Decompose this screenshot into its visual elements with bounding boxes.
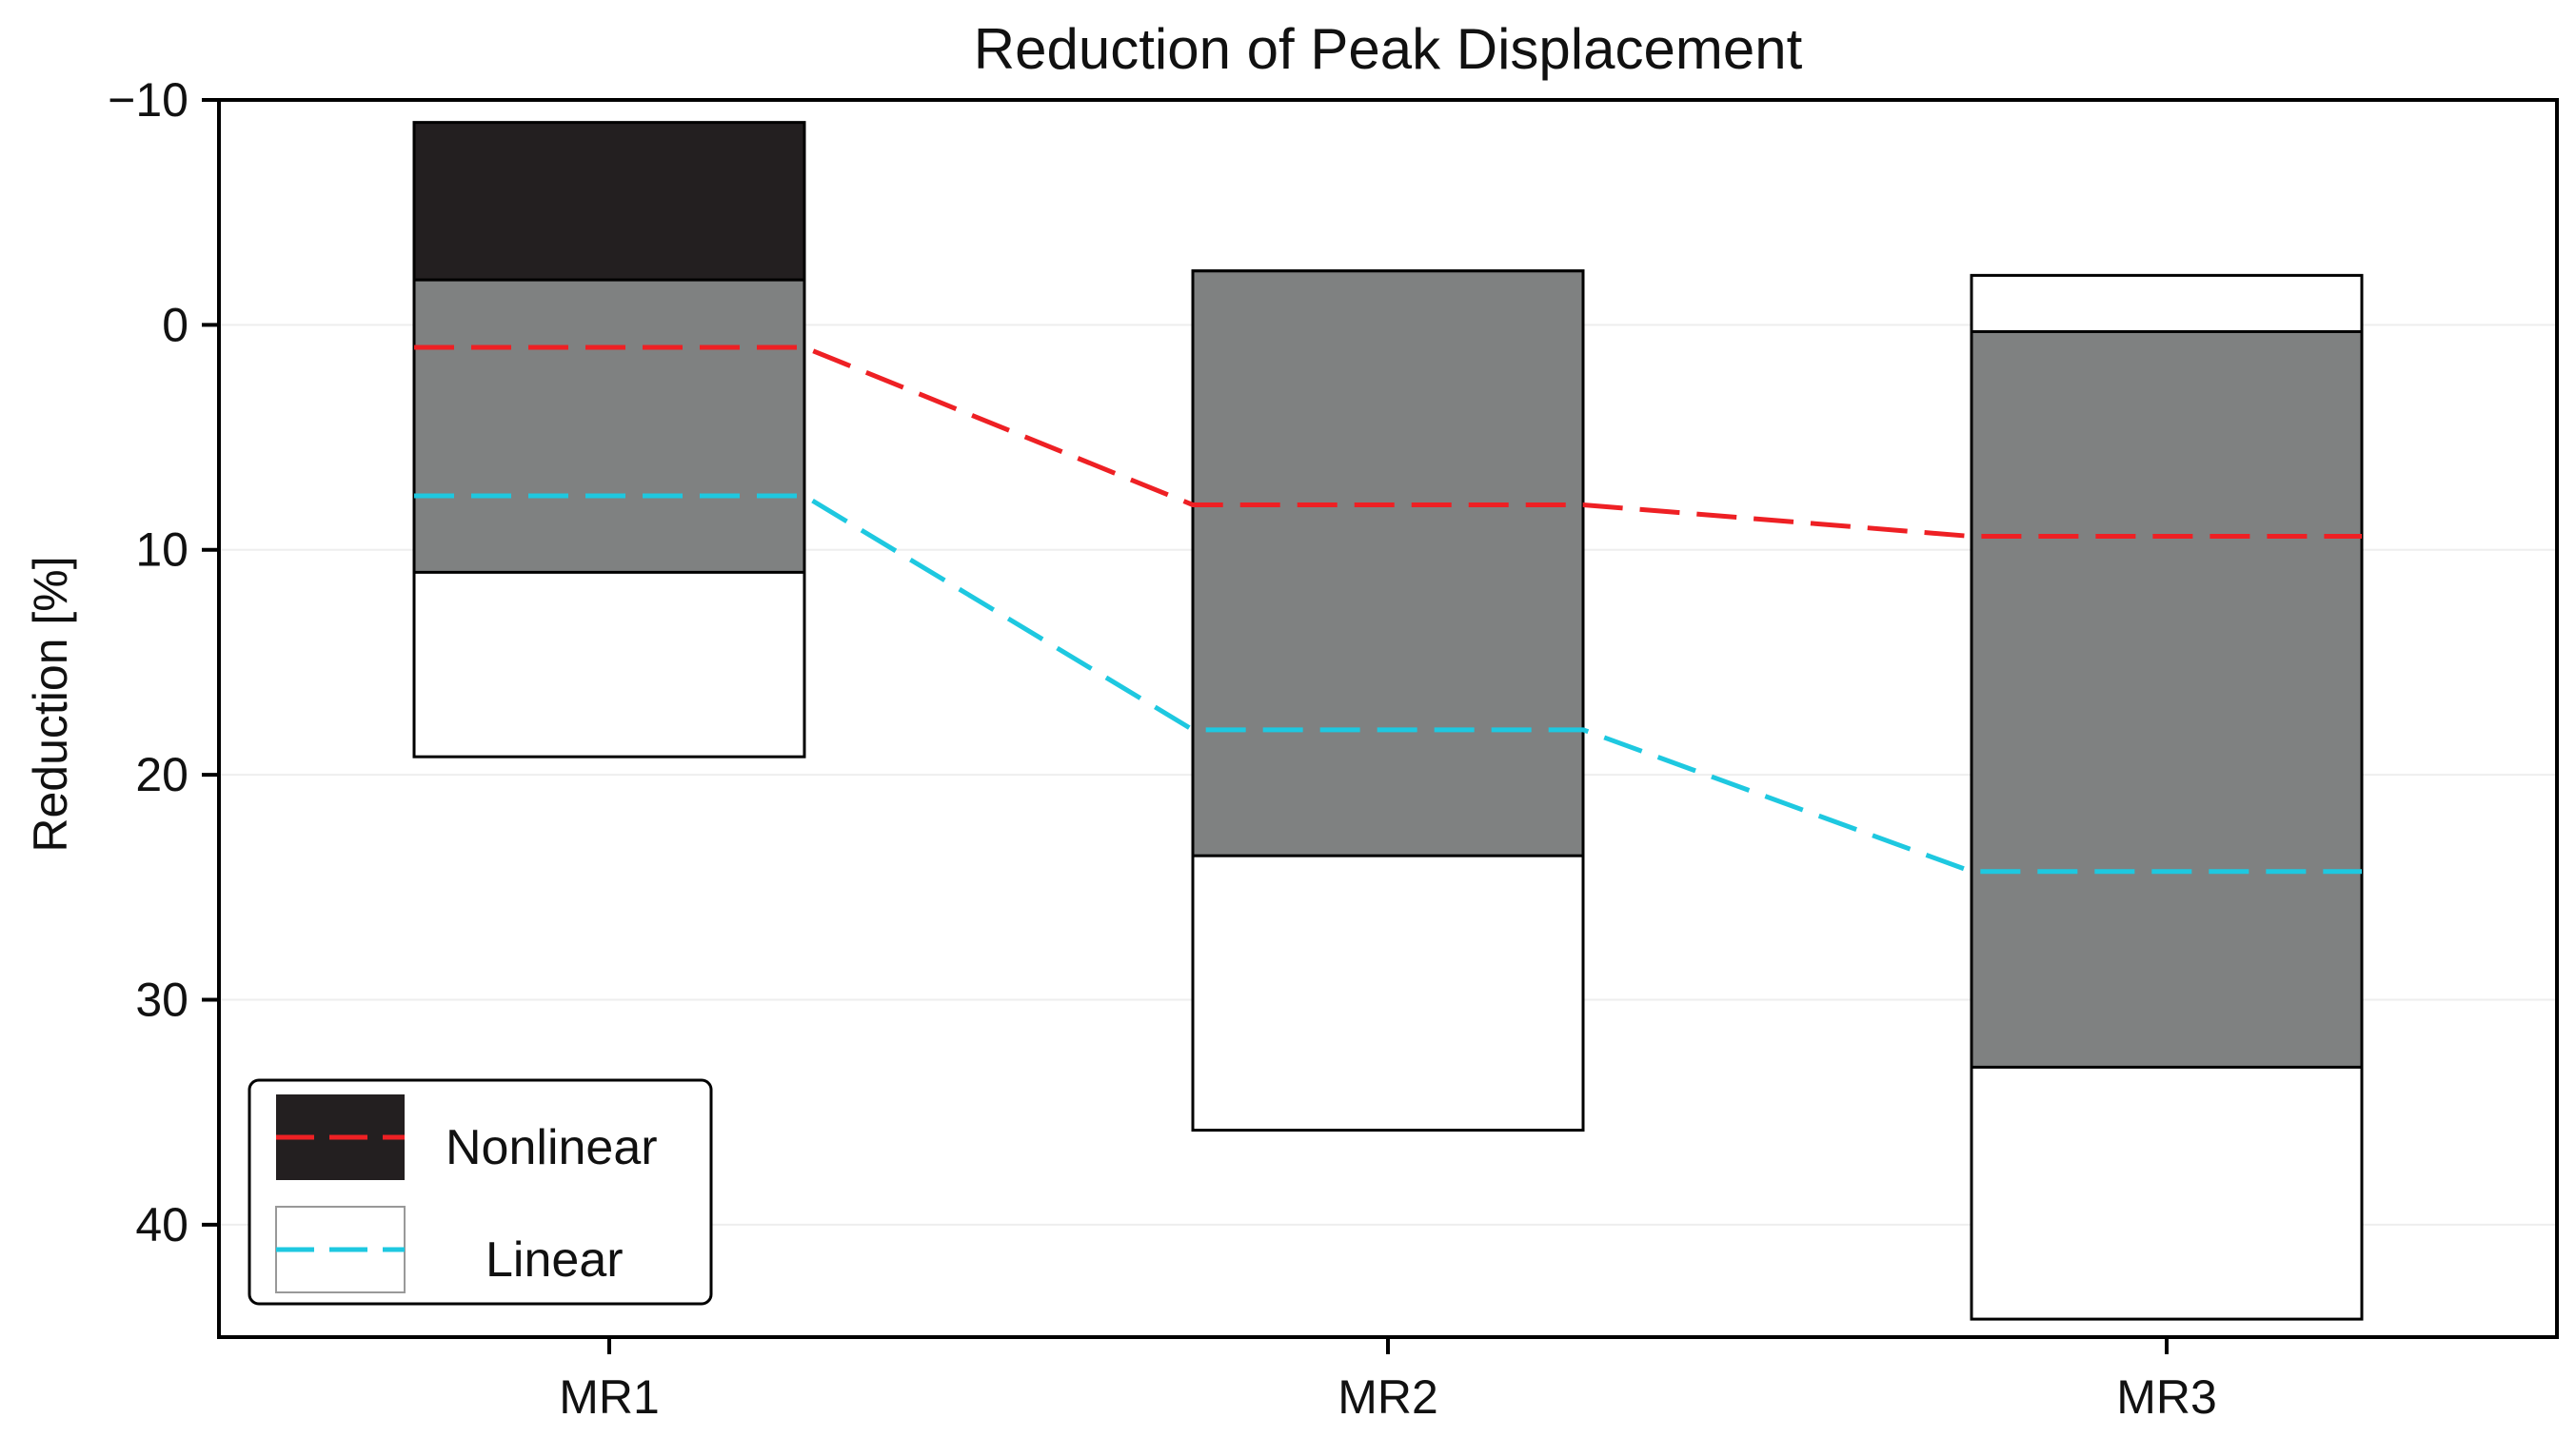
y-axis-label: Reduction [%] xyxy=(24,556,77,852)
bars-layer xyxy=(412,121,2364,1321)
y-tick-label: 40 xyxy=(135,1198,188,1251)
legend-label-nonlinear: Nonlinear xyxy=(446,1120,658,1175)
range-bar-overlap-mr3 xyxy=(1970,329,2364,1069)
range-bar-outline-mr1 xyxy=(412,121,806,758)
y-tick-label: 0 xyxy=(162,298,188,351)
x-tick-label: MR1 xyxy=(559,1370,660,1424)
y-tick-label: 20 xyxy=(135,748,188,801)
range-bar-outline-mr3 xyxy=(1970,273,2364,1321)
x-tick-label: MR3 xyxy=(2116,1370,2217,1424)
range-bar-overlap-mr1 xyxy=(412,278,806,574)
legend-label-linear: Linear xyxy=(485,1232,624,1288)
range-bar-overlap-mr2 xyxy=(1191,269,1585,857)
ticks-layer: −10 0 10 20 30 40 MR1 MR2 MR3 xyxy=(108,73,2217,1424)
x-tick-label: MR2 xyxy=(1338,1370,1438,1424)
legend: Nonlinear Linear xyxy=(248,1078,713,1306)
lines-layer xyxy=(414,345,2362,875)
range-bar-outline-mr2 xyxy=(1191,269,1585,1133)
y-tick-label: 10 xyxy=(135,523,188,577)
y-tick-label: −10 xyxy=(108,73,188,127)
y-tick-label: 30 xyxy=(135,973,188,1026)
series-line-nonlinear xyxy=(414,345,2362,540)
range-bar-nonlinear-mr1 xyxy=(414,122,804,281)
chart-title: Reduction of Peak Displacement xyxy=(974,17,1803,81)
series-line-linear xyxy=(414,493,2362,875)
